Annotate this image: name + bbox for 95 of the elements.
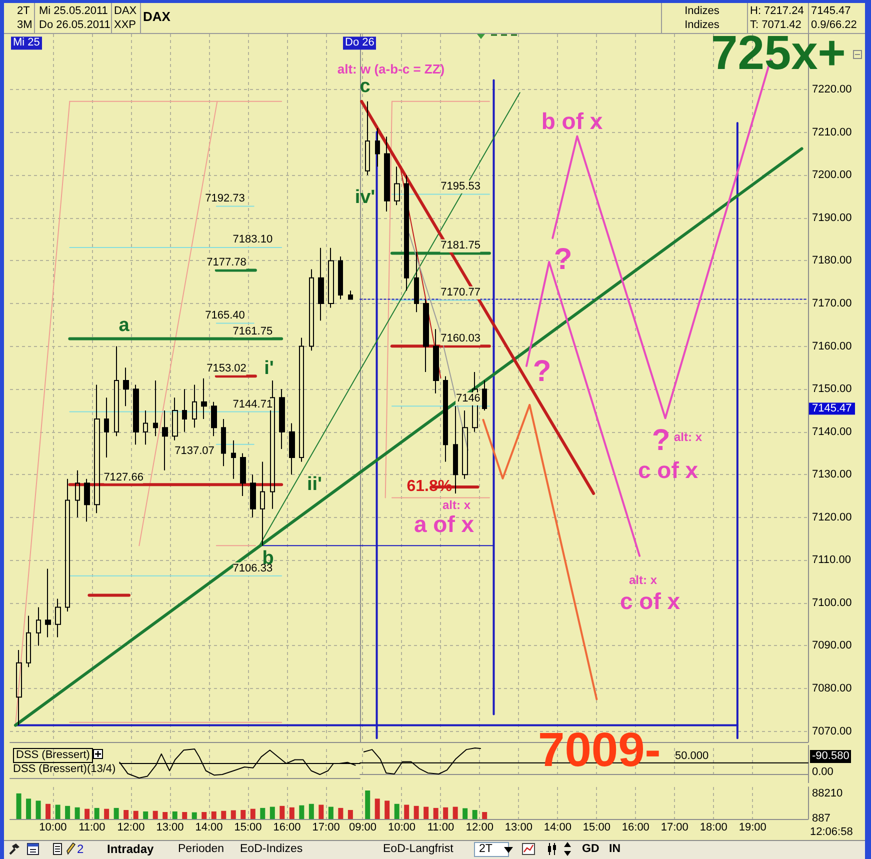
data-label: 7195.53: [440, 180, 480, 194]
y-tick-label: 7170.00: [812, 298, 852, 310]
annotation: ?: [554, 242, 572, 278]
y-tick-label: 88210: [812, 787, 843, 800]
x-tick-label: 11:00: [427, 822, 454, 834]
annotation: a of x: [414, 510, 474, 538]
y-tick-label: 7210.00: [812, 126, 852, 138]
x-tick-label: 13:00: [156, 822, 184, 834]
x-tick-label: 17:00: [660, 822, 688, 834]
x-tick-label: 10:00: [388, 822, 416, 834]
x-tick-label: 18:00: [700, 822, 728, 834]
annotation: alt: x: [628, 573, 658, 588]
text: Intraday: [107, 842, 154, 857]
text: XXP: [114, 19, 136, 32]
annotation: i': [264, 358, 274, 380]
data-label: 7161.75: [232, 325, 273, 338]
text: 2T: [474, 842, 510, 858]
y-tick-label: 7160.00: [812, 340, 852, 352]
y-tick-label: 7100.00: [812, 596, 852, 609]
data-label: 7160.03: [440, 332, 480, 346]
text: 12:06:58: [810, 826, 853, 839]
text: Do 26.05.2011: [39, 19, 110, 32]
data-label: 7106.33: [232, 562, 273, 575]
text: -90.580: [810, 750, 852, 763]
x-tick-label: 15:00: [582, 822, 610, 834]
legend-label: DSS (Bressert)(13/4): [13, 763, 116, 776]
annotation: alt: x: [674, 430, 702, 445]
y-tick-label: 7070.00: [812, 725, 852, 738]
y-tick-label: 887: [812, 812, 830, 825]
data-label: 7127.66: [104, 470, 144, 484]
text: Mi 25.05.2011: [39, 5, 108, 18]
annotation: ?: [652, 424, 670, 458]
annotation: 61.8%: [406, 478, 452, 496]
text: 7145.47: [811, 5, 851, 18]
y-tick-label: 7150.00: [812, 383, 852, 396]
annotation: Mi 25: [11, 36, 42, 50]
chart-title: DAX: [143, 9, 170, 25]
data-label: 7165.40: [205, 310, 245, 322]
text: DAX: [114, 5, 137, 18]
x-tick-label: 14:00: [195, 822, 223, 834]
text: Perioden: [178, 843, 224, 856]
y-tick-label: 7080.00: [812, 682, 852, 695]
data-label: 7170.77: [440, 286, 480, 300]
text: IN: [609, 843, 620, 856]
x-tick-label: 13:00: [504, 822, 532, 834]
x-tick-label: 11:00: [78, 822, 106, 834]
y-tick-label: 7090.00: [812, 640, 852, 652]
annotation: Do 26: [343, 36, 376, 50]
data-label: 7144.71: [232, 398, 273, 411]
text: EoD-Indizes: [240, 843, 303, 856]
annotation: iv': [354, 187, 376, 209]
x-tick-label: 10:00: [39, 822, 67, 834]
x-tick-label: 15:00: [234, 822, 262, 834]
data-label: 7177.78: [206, 256, 246, 270]
annotation: a: [118, 315, 130, 337]
y-tick-label: 7120.00: [812, 511, 852, 524]
text: H: 7217.24: [750, 5, 804, 18]
y-tick-label: 7220.00: [812, 84, 852, 96]
y-tick-label: 7180.00: [812, 254, 852, 267]
annotation: c of x: [638, 456, 698, 484]
data-label: 7183.10: [232, 234, 273, 246]
x-tick-label: 17:00: [312, 822, 340, 834]
data-label: 7192.73: [205, 192, 245, 206]
y-tick-label: 7130.00: [812, 468, 852, 481]
data-label: 7181.75: [440, 240, 480, 252]
x-tick-label: 16:00: [273, 822, 301, 834]
annotation: 50.000: [675, 750, 709, 763]
text: 3M: [17, 19, 32, 32]
text: EoD-Langfrist: [383, 843, 454, 856]
text: 7145.47: [809, 402, 855, 415]
annotation: c of x: [620, 588, 680, 614]
y-tick-label: 7110.00: [812, 554, 851, 566]
x-tick-label: 12:00: [466, 822, 494, 834]
x-tick-label: 16:00: [622, 822, 650, 834]
annotation: ii': [306, 474, 322, 496]
y-tick-label: 7140.00: [812, 426, 852, 438]
annotation: b of x: [541, 108, 603, 134]
text: Indizes: [684, 5, 720, 18]
data-label: 7146: [456, 392, 480, 406]
text: GD: [582, 843, 600, 856]
y-tick-label: 7200.00: [812, 169, 852, 182]
annotation: c: [360, 76, 370, 98]
text: 2T: [17, 5, 30, 18]
text: 2: [77, 842, 84, 857]
chart-title: DSS (Bressert): [13, 748, 93, 763]
x-tick-label: 09:00: [348, 822, 376, 834]
x-tick-label: 14:00: [544, 822, 572, 834]
x-tick-label: 12:00: [117, 822, 145, 834]
data-label: 7137.07: [174, 445, 214, 458]
annotation: ?: [532, 354, 552, 390]
text: 0.00: [812, 766, 834, 779]
annotation: alt: x: [442, 498, 471, 513]
x-tick-label: 19:00: [738, 822, 766, 834]
y-tick-label: 7190.00: [812, 212, 852, 224]
data-label: 7153.02: [206, 362, 246, 376]
